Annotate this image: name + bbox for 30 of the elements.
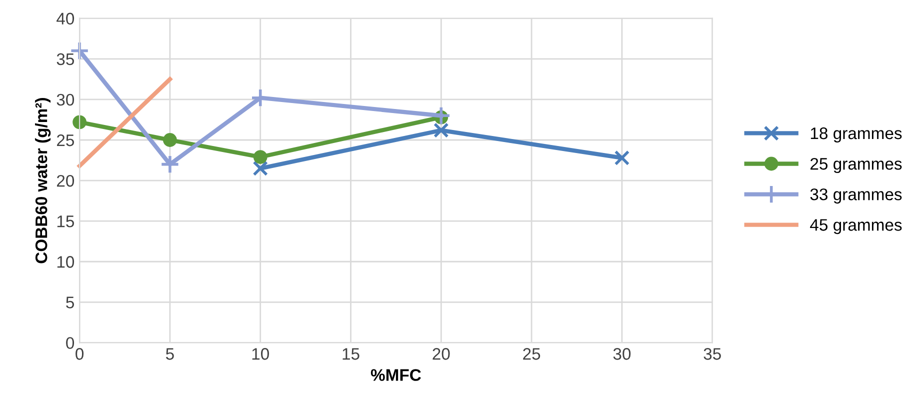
y-tick-label: 40 — [56, 12, 74, 25]
point — [614, 150, 630, 166]
point — [72, 115, 86, 130]
y-tick-label: 10 — [57, 256, 74, 268]
y-axis-title: COBB60 water (g/m²) — [34, 98, 51, 264]
x-tick-label: 25 — [523, 348, 540, 360]
point — [434, 122, 449, 138]
legend-label: 25 grammes — [810, 158, 902, 174]
point — [252, 160, 268, 176]
x-tick-label: 15 — [342, 348, 360, 360]
legend-label: 33 grammes — [810, 188, 902, 204]
x-tick-label: 0 — [76, 348, 84, 360]
y-tick-label: 0 — [66, 337, 74, 349]
x-tick-label: 5 — [166, 348, 174, 360]
x-tick-label: 20 — [432, 348, 450, 360]
point — [253, 150, 268, 164]
y-tick-label: 35 — [56, 53, 74, 66]
y-tick-label: 15 — [57, 216, 74, 228]
point — [163, 133, 177, 147]
y-tick-label: 30 — [56, 94, 74, 106]
legend-label: 45 grammes — [810, 219, 902, 234]
x-tick-label: 30 — [613, 348, 631, 360]
point — [160, 154, 180, 174]
y-tick-label: 20 — [56, 174, 74, 187]
x-axis-title: %MFC — [370, 369, 421, 381]
legend-label: 18 grammes — [810, 127, 902, 143]
y-tick-label: 5 — [66, 296, 74, 308]
x-tick-label: 35 — [704, 348, 721, 360]
y-tick-label: 25 — [56, 134, 74, 146]
x-tick-label: 10 — [252, 348, 269, 360]
